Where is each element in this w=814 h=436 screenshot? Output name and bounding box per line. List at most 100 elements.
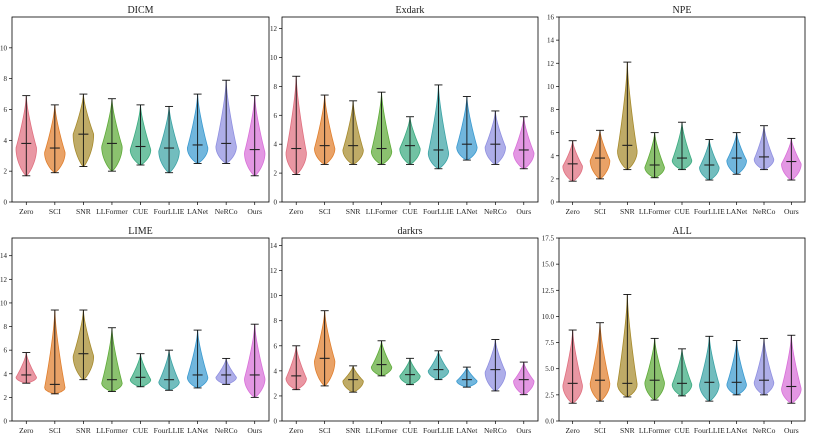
y-tick-label: 2 xyxy=(4,168,8,176)
x-tick-label: SNR xyxy=(620,426,636,435)
y-tick-label: 0 xyxy=(4,418,8,426)
y-tick-label: 4 xyxy=(274,141,278,149)
x-tick-label: LLFormer xyxy=(639,207,671,216)
y-tick-label: 10.0 xyxy=(542,313,555,321)
x-tick-label: NeRCo xyxy=(753,207,776,216)
x-tick-label: LANet xyxy=(726,207,748,216)
x-tick-label: Zero xyxy=(19,426,34,435)
x-tick-label: SCI xyxy=(49,426,61,435)
y-tick-label: 6 xyxy=(4,347,8,355)
x-tick-label: LLFormer xyxy=(96,426,128,435)
x-tick-label: Zero xyxy=(19,207,34,216)
panel-title: darkrs xyxy=(398,226,423,237)
x-tick-label: SCI xyxy=(319,207,331,216)
panel-title: ALL xyxy=(672,226,691,237)
panel-lime: LIME 0 2 4 6 8 10 12 14 Zero SCI SNR LLFormer CUE Four… xyxy=(0,226,270,435)
y-tick-label: 12 xyxy=(270,25,278,33)
x-tick-label: SCI xyxy=(319,426,331,435)
panel-title: LIME xyxy=(128,226,152,237)
y-tick-label: 0 xyxy=(551,199,555,207)
axes-frame xyxy=(281,237,539,422)
y-tick-label: 6 xyxy=(274,112,278,120)
x-tick-label: NeRCo xyxy=(484,426,507,435)
y-tick-label: 0 xyxy=(274,199,278,207)
y-tick-label: 6 xyxy=(4,106,8,114)
y-tick-label: 8 xyxy=(274,83,278,91)
x-tick-label: NeRCo xyxy=(484,207,507,216)
x-tick-label: LANet xyxy=(456,426,478,435)
y-tick-label: 14 xyxy=(547,37,555,45)
y-tick-label: 2 xyxy=(274,170,278,178)
panel-darkrs: darkrs 0 2 4 6 8 10 12 14 Zero SCI SNR LLFormer CUE Fo… xyxy=(270,226,539,435)
x-tick-label: Zero xyxy=(565,207,580,216)
y-tick-label: 2 xyxy=(274,392,278,400)
x-tick-label: Ours xyxy=(516,426,531,435)
x-tick-label: LLFormer xyxy=(96,207,128,216)
y-tick-label: 4 xyxy=(4,370,8,378)
x-tick-label: SCI xyxy=(594,426,606,435)
x-tick-label: CUE xyxy=(133,426,149,435)
y-tick-label: 8 xyxy=(274,317,278,325)
x-tick-label: NeRCo xyxy=(215,207,238,216)
y-tick-label: 10 xyxy=(547,83,555,91)
y-tick-label: 6 xyxy=(551,129,555,137)
x-tick-label: SNR xyxy=(76,426,92,435)
y-tick-label: 14 xyxy=(0,252,8,260)
axes-frame xyxy=(11,237,270,422)
y-tick-label: 12 xyxy=(547,60,555,68)
x-tick-label: LANet xyxy=(187,207,209,216)
x-tick-label: SNR xyxy=(346,426,362,435)
x-tick-label: FourLLIE xyxy=(154,426,185,435)
x-tick-label: Ours xyxy=(784,207,799,216)
x-tick-label: SCI xyxy=(594,207,606,216)
x-tick-label: CUE xyxy=(133,207,149,216)
y-tick-label: 5.0 xyxy=(545,365,554,373)
x-tick-label: Zero xyxy=(289,207,304,216)
panel-dicm: DICM 0 2 4 6 8 10 Zero SCI SNR LLFormer CUE FourLLIE… xyxy=(0,5,270,216)
x-tick-label: NeRCo xyxy=(753,426,776,435)
y-tick-label: 0.0 xyxy=(545,418,554,426)
y-tick-label: 12 xyxy=(0,276,8,284)
y-tick-label: 15.0 xyxy=(542,261,555,269)
panel-npe: NPE 0 2 4 6 8 10 12 14 16 Zero SCI SNR LLFormer CUE Fou… xyxy=(547,5,806,216)
x-tick-label: Ours xyxy=(247,426,262,435)
x-tick-label: Zero xyxy=(565,426,580,435)
panel-all: ALL 0.0 2.5 5.0 7.5 10.0 12.5 15.0 17.5 Zero SCI SN… xyxy=(542,226,806,435)
x-tick-label: FourLLIE xyxy=(423,426,454,435)
x-tick-label: Ours xyxy=(784,426,799,435)
y-tick-label: 2 xyxy=(551,175,555,183)
x-tick-label: LANet xyxy=(456,207,478,216)
panel-exdark: Exdark 0 2 4 6 8 10 12 Zero SCI SNR LLFormer CUE Four… xyxy=(270,5,539,216)
y-tick-label: 4 xyxy=(4,137,8,145)
panel-title: DICM xyxy=(127,5,153,16)
x-tick-label: SNR xyxy=(76,207,92,216)
y-tick-label: 2.5 xyxy=(545,391,554,399)
y-tick-label: 0 xyxy=(274,418,278,426)
x-tick-label: LLFormer xyxy=(366,207,398,216)
x-tick-label: Zero xyxy=(289,426,304,435)
y-tick-label: 10 xyxy=(0,44,8,52)
axes-frame xyxy=(281,16,539,203)
x-tick-label: LLFormer xyxy=(366,426,398,435)
y-tick-label: 0 xyxy=(4,199,8,207)
x-tick-label: FourLLIE xyxy=(154,207,185,216)
y-tick-label: 17.5 xyxy=(542,235,555,243)
x-tick-label: CUE xyxy=(674,207,690,216)
y-tick-label: 6 xyxy=(274,342,278,350)
y-tick-label: 8 xyxy=(551,106,555,114)
y-tick-label: 8 xyxy=(4,75,8,83)
x-tick-label: LLFormer xyxy=(639,426,671,435)
x-tick-label: SNR xyxy=(346,207,362,216)
y-tick-label: 4 xyxy=(551,152,555,160)
x-tick-label: LANet xyxy=(726,426,748,435)
panel-title: Exdark xyxy=(396,5,425,16)
y-tick-label: 4 xyxy=(274,367,278,375)
x-tick-label: FourLLIE xyxy=(694,426,725,435)
panel-title: NPE xyxy=(673,5,692,16)
x-tick-label: FourLLIE xyxy=(694,207,725,216)
x-tick-label: LANet xyxy=(187,426,209,435)
y-tick-label: 8 xyxy=(4,323,8,331)
y-tick-label: 7.5 xyxy=(545,339,554,347)
y-tick-label: 12.5 xyxy=(542,287,555,295)
x-tick-label: Ours xyxy=(247,207,262,216)
